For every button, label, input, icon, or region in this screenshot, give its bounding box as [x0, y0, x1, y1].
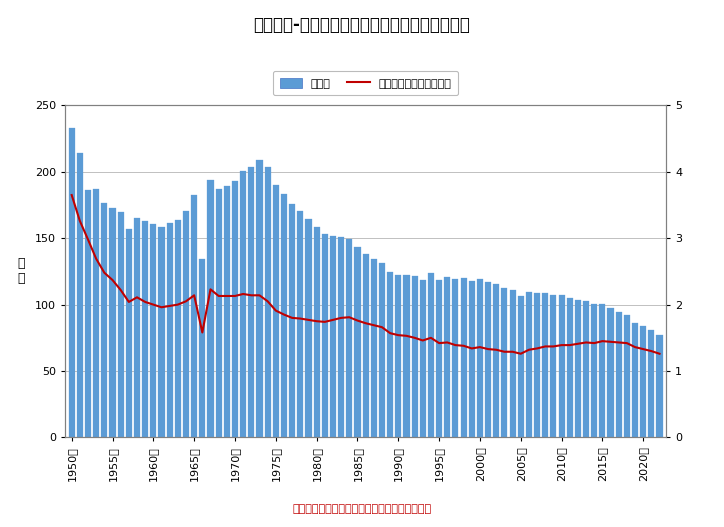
- Bar: [501, 288, 508, 437]
- Bar: [281, 193, 287, 437]
- Bar: [648, 329, 654, 437]
- Bar: [542, 292, 548, 437]
- Bar: [493, 284, 500, 437]
- Bar: [151, 224, 156, 437]
- Bar: [183, 211, 189, 437]
- Bar: [273, 185, 279, 437]
- Bar: [298, 211, 303, 437]
- Bar: [518, 296, 523, 437]
- Bar: [468, 281, 475, 437]
- Text: 出典：厚生労働省「人口動態統計」より作成。: 出典：厚生労働省「人口動態統計」より作成。: [292, 504, 432, 514]
- Bar: [485, 282, 491, 437]
- Bar: [510, 290, 515, 437]
- Bar: [101, 202, 107, 437]
- Bar: [371, 259, 377, 437]
- Bar: [134, 218, 140, 437]
- Bar: [550, 295, 557, 437]
- Bar: [93, 189, 99, 437]
- Bar: [526, 292, 532, 437]
- Bar: [567, 298, 573, 437]
- Bar: [477, 279, 483, 437]
- Bar: [436, 280, 442, 437]
- Bar: [248, 167, 254, 437]
- Bar: [640, 326, 647, 437]
- Bar: [363, 254, 369, 437]
- Bar: [534, 293, 540, 437]
- Bar: [167, 223, 173, 437]
- Bar: [411, 276, 418, 437]
- Bar: [240, 171, 246, 437]
- Bar: [142, 221, 148, 437]
- Y-axis label: 万
人: 万 人: [17, 257, 25, 286]
- Bar: [306, 219, 311, 437]
- Bar: [109, 208, 116, 437]
- Bar: [224, 186, 230, 437]
- Bar: [445, 277, 450, 437]
- Bar: [575, 300, 581, 437]
- Bar: [338, 237, 344, 437]
- Bar: [395, 275, 401, 437]
- Bar: [379, 262, 385, 437]
- Bar: [387, 272, 393, 437]
- Bar: [289, 204, 295, 437]
- Bar: [256, 160, 263, 437]
- Bar: [216, 189, 222, 437]
- Bar: [159, 227, 164, 437]
- Bar: [428, 273, 434, 437]
- Bar: [199, 259, 206, 437]
- Bar: [615, 312, 622, 437]
- Bar: [126, 229, 132, 437]
- Bar: [607, 308, 614, 437]
- Bar: [191, 196, 197, 437]
- Bar: [558, 295, 565, 437]
- Bar: [321, 234, 328, 437]
- Bar: [420, 280, 426, 437]
- Bar: [313, 227, 320, 437]
- Bar: [264, 167, 271, 437]
- Bar: [354, 247, 361, 437]
- Bar: [117, 212, 124, 437]
- Bar: [460, 278, 467, 437]
- Bar: [583, 301, 589, 437]
- Text: 図表　２-３　出生数及び合計特殊出生率の推移: 図表 ２-３ 出生数及び合計特殊出生率の推移: [253, 16, 471, 34]
- Bar: [592, 304, 597, 437]
- Legend: 出生数, 合計特殊出生率（右軸）: 出生数, 合計特殊出生率（右軸）: [273, 71, 458, 95]
- Bar: [403, 275, 410, 437]
- Bar: [632, 323, 638, 437]
- Bar: [346, 239, 353, 437]
- Bar: [208, 180, 214, 437]
- Bar: [599, 304, 605, 437]
- Bar: [657, 335, 662, 437]
- Bar: [330, 236, 336, 437]
- Bar: [85, 190, 91, 437]
- Bar: [174, 220, 181, 437]
- Bar: [77, 153, 83, 437]
- Bar: [232, 181, 238, 437]
- Bar: [452, 279, 458, 437]
- Bar: [624, 316, 630, 437]
- Bar: [69, 128, 75, 437]
